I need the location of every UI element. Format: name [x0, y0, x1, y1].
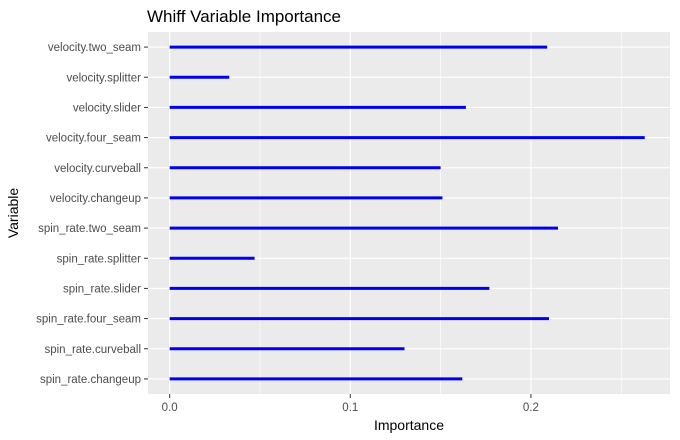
x-axis: 0.0 0.1 0.2: [162, 394, 539, 414]
y-tick-label: spin_rate.splitter: [57, 253, 142, 265]
x-tick-label: 0.2: [523, 402, 539, 414]
y-tick-label: velocity.two_seam: [48, 42, 141, 54]
bars: [169, 45, 645, 381]
y-tick-label: velocity.splitter: [66, 72, 141, 84]
y-axis-title: Variable: [5, 188, 21, 239]
y-tick-label: velocity.four_seam: [46, 133, 141, 145]
chart-title: Whiff Variable Importance: [147, 7, 341, 26]
y-axis: velocity.two_seam velocity.splitter veloci…: [36, 42, 148, 386]
y-tick-label: velocity.changeup: [50, 193, 141, 205]
y-tick-label: spin_rate.four_seam: [36, 314, 141, 326]
y-tick-label: spin_rate.two_seam: [38, 223, 141, 235]
y-tick-label: spin_rate.slider: [63, 283, 141, 295]
y-tick-label: spin_rate.curveball: [44, 344, 141, 356]
y-tick-label: spin_rate.changeup: [40, 374, 141, 386]
x-tick-label: 0.1: [342, 402, 358, 414]
plot-panel: [148, 32, 670, 394]
y-tick-label: velocity.slider: [73, 102, 141, 114]
x-tick-label: 0.0: [162, 402, 178, 414]
y-tick-label: velocity.curveball: [54, 163, 141, 175]
x-axis-title: Importance: [374, 417, 444, 433]
